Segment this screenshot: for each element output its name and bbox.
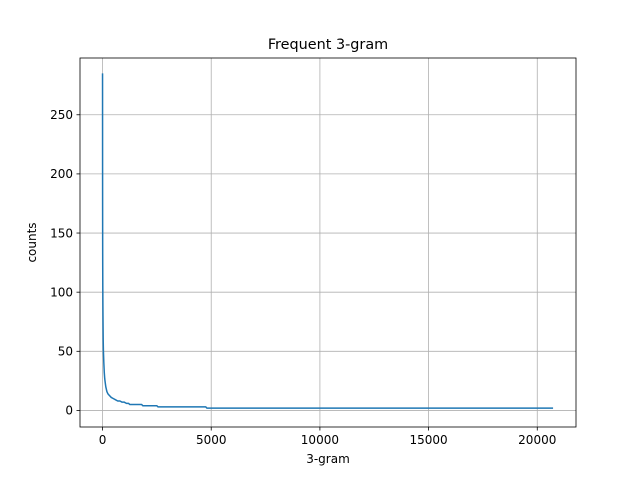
y-tick-label: 250 — [50, 108, 73, 122]
y-tick-label: 50 — [58, 345, 73, 359]
x-tick-label: 10000 — [301, 433, 339, 447]
x-tick-label: 0 — [99, 433, 107, 447]
y-tick-label: 150 — [50, 226, 73, 240]
grid-lines — [80, 58, 576, 427]
y-axis-label: counts — [25, 222, 39, 262]
plot-area-frame — [79, 57, 577, 428]
x-tick-label: 15000 — [409, 433, 447, 447]
chart-title: Frequent 3-gram — [268, 37, 388, 53]
x-tick-label: 20000 — [518, 433, 556, 447]
y-tick-label: 100 — [50, 285, 73, 299]
y-tick-label: 0 — [65, 404, 73, 418]
x-axis-label: 3-gram — [306, 452, 350, 466]
y-tick-label: 200 — [50, 167, 73, 181]
axis-ticks: 0 5000 10000 15000 20000 0 50 100 150 200 250 — [50, 108, 556, 447]
x-tick-label: 5000 — [196, 433, 227, 447]
data-layer — [101, 73, 554, 409]
series-line — [101, 73, 554, 409]
